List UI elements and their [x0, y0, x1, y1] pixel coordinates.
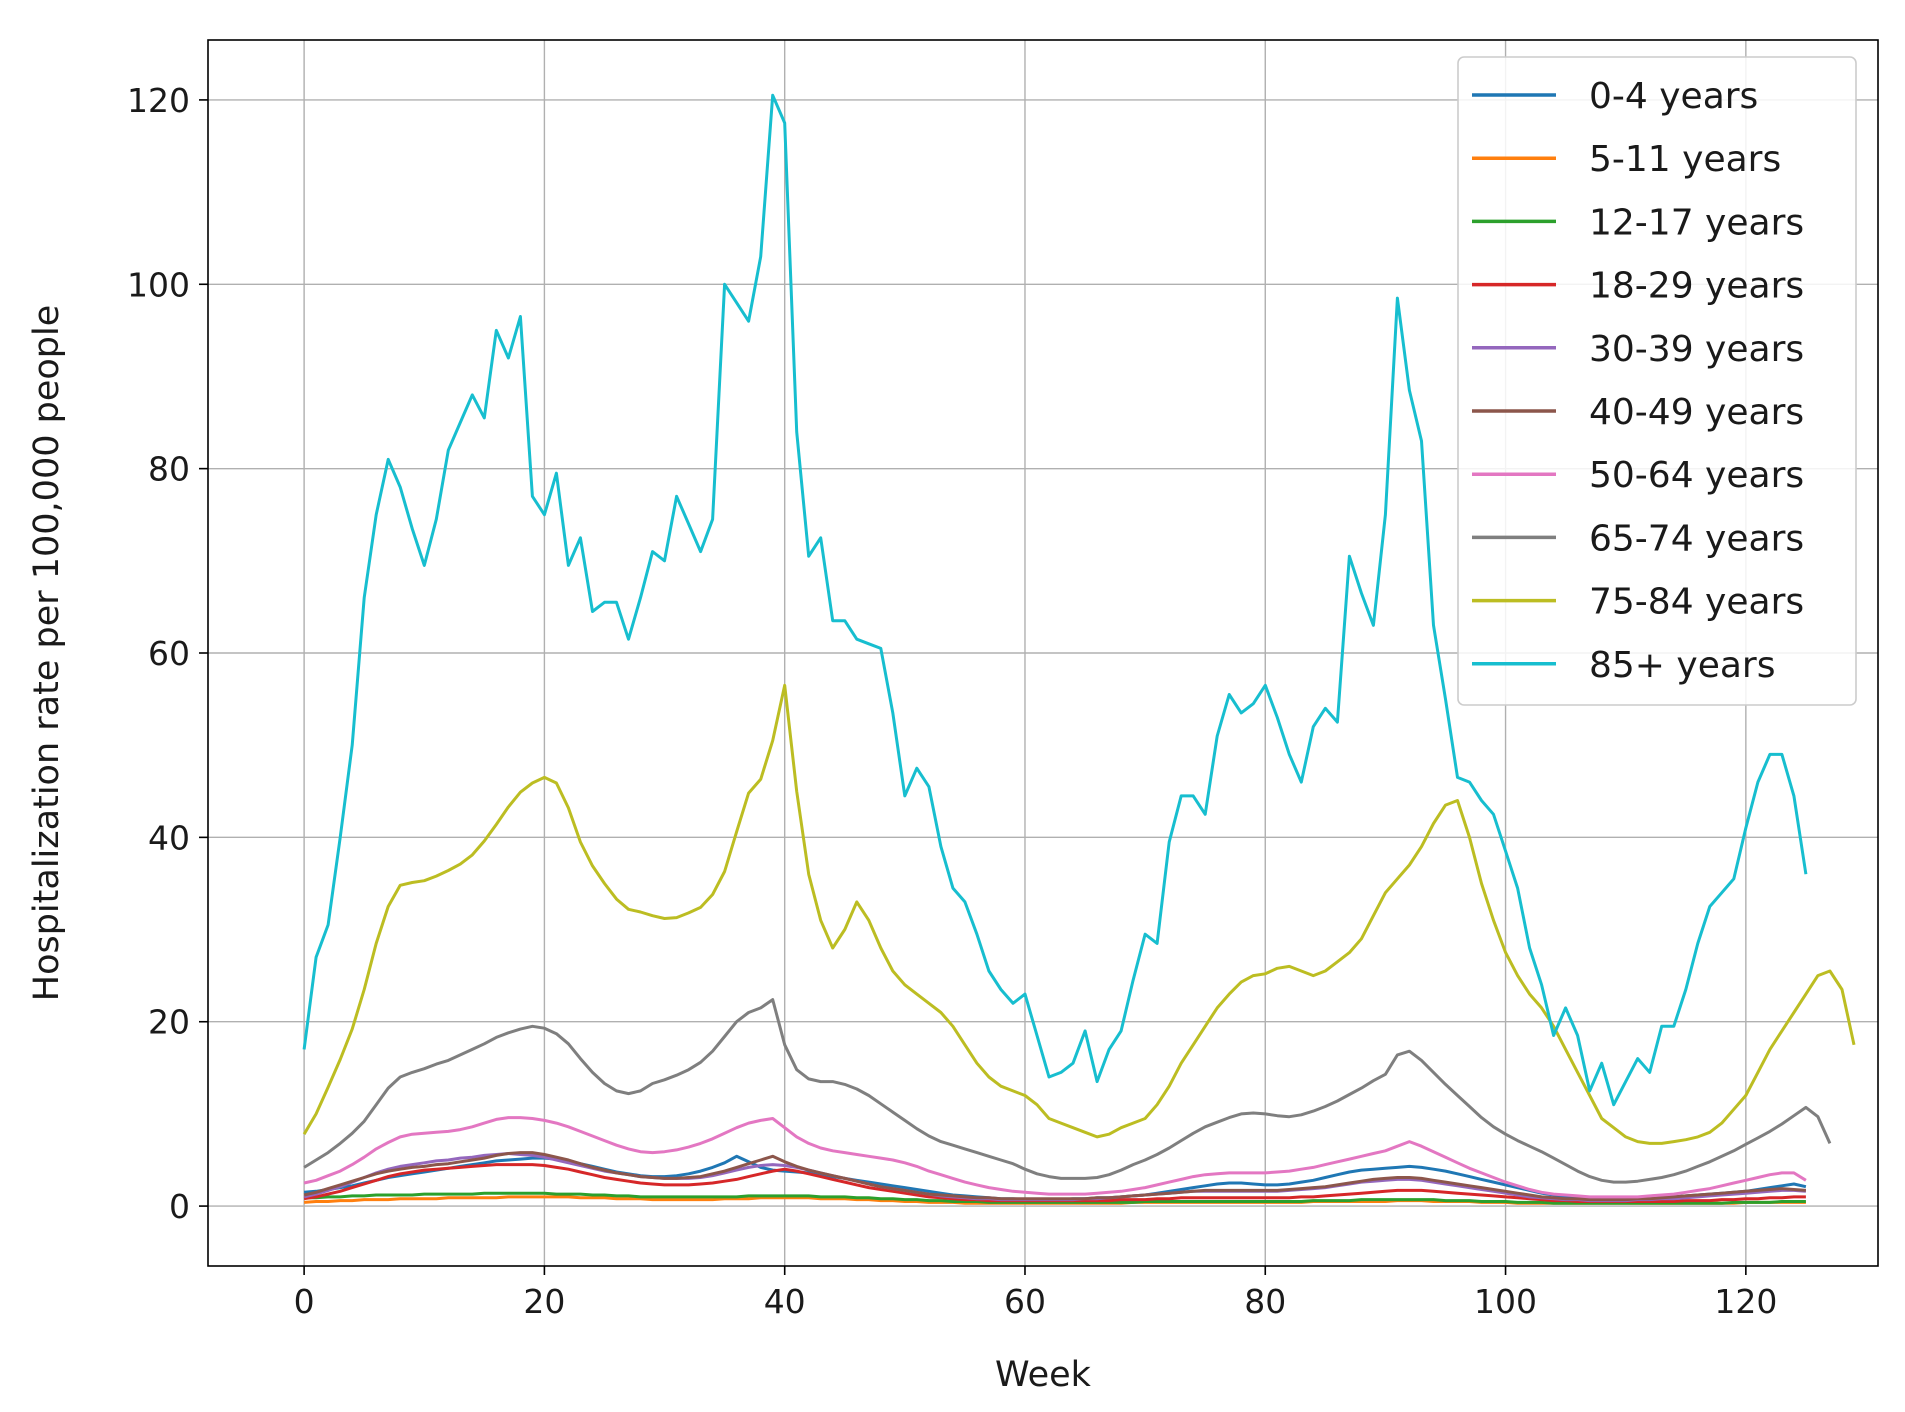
legend-label: 18-29 years [1589, 266, 1804, 307]
legend: 0-4 years 5-11 years 12-17 years 18-29 year… [1457, 56, 1857, 706]
legend-label: 85+ years [1589, 645, 1776, 686]
y-tick-label: 60 [148, 634, 190, 673]
series-line [303, 1151, 1807, 1202]
legend-label: 40-49 years [1589, 392, 1804, 433]
series-line [302, 683, 1856, 1145]
y-axis-label: Hospitalization rate per 100,000 people [27, 305, 67, 1002]
y-tick-label: 20 [148, 1003, 190, 1042]
legend-label: 5-11 years [1589, 139, 1781, 180]
x-tick-label: 60 [1004, 1282, 1046, 1321]
legend-label: 65-74 years [1589, 518, 1804, 559]
legend-box [1457, 56, 1857, 706]
series-line [303, 998, 1832, 1184]
legend-label: 50-64 years [1589, 455, 1804, 496]
series-lines [302, 93, 1856, 1205]
x-tick-label: 80 [1244, 1282, 1286, 1321]
x-tick-label: 20 [523, 1282, 565, 1321]
series-line [302, 93, 1808, 1107]
legend-label: 75-84 years [1589, 582, 1804, 623]
series-line [303, 1116, 1807, 1199]
legend-label: 0-4 years [1589, 76, 1758, 117]
x-tick-label: 0 [294, 1282, 315, 1321]
y-tick-label: 100 [127, 265, 190, 304]
y-tick-label: 40 [148, 818, 190, 857]
x-tick-label: 40 [764, 1282, 806, 1321]
series-line [304, 1191, 1806, 1205]
axis-ticks: 0 20 40 60 80 100 120 0 20 40 60 80 100 120 [127, 81, 1777, 1321]
legend-label: 12-17 years [1589, 202, 1804, 243]
y-tick-label: 80 [148, 450, 190, 489]
y-tick-label: 0 [169, 1187, 190, 1226]
x-axis-label: Week [995, 1355, 1092, 1395]
x-tick-label: 120 [1714, 1282, 1777, 1321]
x-tick-label: 100 [1474, 1282, 1537, 1321]
legend-label: 30-39 years [1589, 329, 1804, 370]
y-tick-label: 120 [127, 81, 190, 120]
